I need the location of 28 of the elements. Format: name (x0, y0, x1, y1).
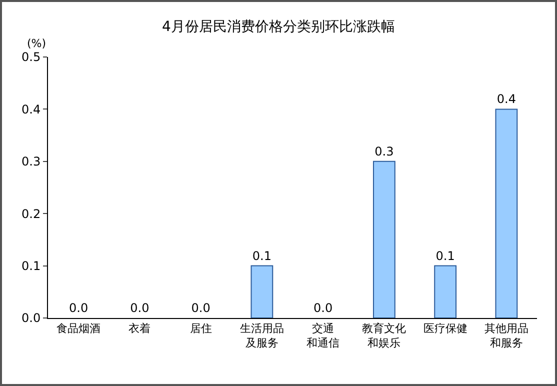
x-tick-label: 其他用品和服务 (484, 322, 528, 350)
data-label: 0.0 (191, 301, 210, 315)
data-label: 0.1 (252, 248, 272, 263)
bar (250, 265, 274, 318)
data-label: 0.0 (314, 301, 333, 315)
chart-title: 4月份居民消费价格分类别环比涨跌幅 (162, 18, 395, 35)
bar (372, 160, 396, 318)
y-tick-label: 0.0 (22, 311, 41, 326)
data-label: 0.0 (69, 301, 88, 315)
y-tick-label: 0.3 (22, 154, 41, 169)
data-label: 0.4 (496, 92, 516, 106)
data-label: 0.0 (130, 301, 150, 315)
x-tick-label: 居住 (190, 322, 212, 336)
x-tick-label: 衣着 (128, 322, 151, 336)
bar (495, 108, 518, 318)
y-axis-title: (%) (27, 37, 46, 50)
x-tick-label: 医疗保健 (423, 322, 468, 336)
y-tick-label: 0.2 (22, 206, 41, 221)
x-tick-label: 生活用品及服务 (240, 322, 284, 350)
data-label: 0.3 (374, 144, 394, 158)
bar (434, 265, 457, 318)
x-tick-label: 食品烟酒 (56, 322, 101, 336)
y-tick-label: 0.1 (22, 259, 41, 273)
x-tick-label: 教育文化和娱乐 (362, 322, 406, 350)
y-tick-label: 0.5 (22, 50, 41, 64)
x-tick-label: 交通和通信 (306, 322, 340, 350)
y-tick-label: 0.4 (22, 102, 41, 116)
data-label: 0.1 (436, 248, 455, 263)
